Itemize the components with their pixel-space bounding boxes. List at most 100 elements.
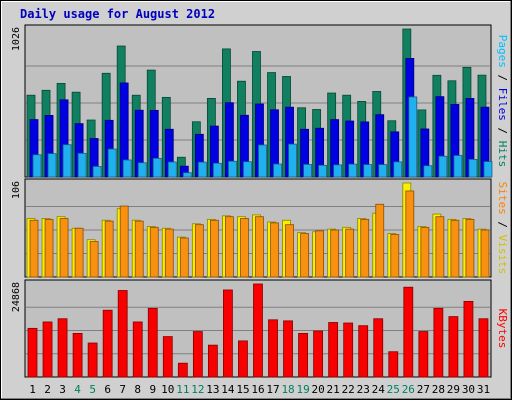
bar-sites-day-9 [149, 226, 159, 278]
bar-kbytes-day-10 [162, 336, 173, 378]
bar-kbytes-day-31 [478, 318, 489, 378]
x-tick-label: 11 [176, 383, 189, 396]
x-tick-label: 24 [372, 383, 386, 396]
series-sites [29, 190, 490, 278]
bar-sites-day-12 [194, 224, 204, 278]
bar-kbytes-day-27 [418, 331, 429, 378]
bar-pages-day-3 [62, 144, 72, 178]
bar-pages-day-25 [393, 161, 403, 178]
bar-sites-day-15 [240, 218, 249, 278]
bar-sites-day-22 [345, 228, 355, 278]
bar-kbytes-day-19 [298, 333, 308, 378]
bar-kbytes-day-3 [57, 318, 68, 378]
bar-kbytes-day-20 [313, 330, 324, 378]
bar-sites-day-5 [89, 241, 99, 278]
bar-sites-day-24 [375, 203, 385, 278]
bar-kbytes-day-8 [132, 321, 143, 378]
bar-kbytes-day-4 [72, 333, 83, 378]
bar-kbytes-day-14 [223, 289, 233, 378]
bar-pages-day-6 [107, 148, 117, 178]
bar-sites-day-21 [330, 229, 340, 278]
bar-pages-day-12 [197, 161, 207, 178]
bar-kbytes-day-15 [238, 340, 248, 378]
chart-panels: 1026 Pages / Files / Hits 106 Sites / Visit… [11, 24, 509, 378]
bar-sites-day-11 [179, 237, 189, 278]
bar-pages-day-1 [32, 154, 42, 178]
x-tick-label: 16 [251, 383, 264, 396]
bar-sites-day-1 [29, 219, 39, 278]
bar-sites-day-31 [480, 229, 490, 278]
bar-sites-day-20 [315, 230, 325, 278]
bar-pages-day-9 [152, 157, 162, 178]
bar-pages-day-27 [423, 165, 433, 178]
x-tick-label: 28 [432, 383, 445, 396]
series-kbytes [27, 283, 489, 378]
x-tick-label: 17 [266, 383, 279, 396]
bar-sites-day-17 [270, 222, 279, 278]
panel-pages-files-hits: 1026 Pages / Files / Hits [11, 24, 509, 178]
bar-kbytes-day-9 [147, 307, 158, 378]
bar-sites-day-29 [450, 219, 460, 278]
x-tick-label: 27 [417, 383, 430, 396]
bar-sites-day-7 [119, 205, 129, 278]
legend-part: / [496, 215, 509, 235]
x-tick-label: 9 [149, 383, 156, 396]
x-tick-label: 30 [462, 383, 475, 396]
x-tick-label: 19 [296, 383, 309, 396]
bar-pages-day-20 [318, 164, 328, 178]
legend-part: Hits [496, 141, 509, 168]
x-tick-label: 26 [402, 383, 415, 396]
bar-pages-day-21 [333, 164, 343, 178]
bar-sites-day-26 [405, 190, 415, 278]
x-tick-label: 29 [447, 383, 460, 396]
y-max-label: 1026 [11, 27, 22, 51]
x-tick-label: 20 [312, 383, 325, 396]
bar-sites-day-28 [435, 216, 445, 278]
bar-kbytes-day-18 [283, 320, 293, 378]
x-tick-label: 31 [477, 383, 490, 396]
bar-pages-day-28 [438, 155, 448, 178]
bar-kbytes-day-16 [253, 283, 263, 378]
bar-pages-day-5 [92, 166, 102, 178]
legend-part: Files [496, 88, 509, 121]
bar-sites-day-27 [420, 226, 430, 278]
legend-part: / [496, 68, 509, 88]
bar-pages-day-8 [137, 162, 147, 178]
bar-kbytes-day-11 [177, 362, 188, 378]
bar-pages-day-4 [77, 152, 87, 178]
x-tick-label: 25 [387, 383, 400, 396]
bar-kbytes-day-24 [373, 318, 384, 378]
bar-kbytes-day-30 [463, 300, 474, 378]
bar-pages-day-16 [258, 144, 267, 178]
bar-kbytes-day-6 [102, 309, 113, 378]
bar-pages-day-2 [47, 153, 57, 178]
bar-sites-day-25 [390, 234, 400, 278]
bar-sites-day-8 [134, 220, 144, 278]
bar-pages-day-24 [378, 164, 388, 178]
bar-kbytes-day-29 [448, 316, 459, 378]
x-tick-label: 6 [104, 383, 111, 396]
bar-pages-day-19 [303, 164, 312, 178]
x-tick-label: 4 [74, 383, 81, 396]
x-tick-label: 7 [119, 383, 126, 396]
x-tick-label: 2 [44, 383, 51, 396]
bar-pages-day-11 [182, 172, 192, 178]
chart-title: Daily usage for August 2012 [20, 7, 215, 21]
x-tick-label: 1 [29, 383, 36, 396]
bar-sites-day-30 [465, 218, 475, 278]
bar-pages-day-18 [288, 143, 297, 178]
bar-pages-day-15 [243, 161, 252, 178]
bar-pages-day-17 [273, 163, 282, 178]
y-max-label: 106 [11, 181, 22, 199]
bar-kbytes-day-5 [87, 342, 98, 378]
y-axis-legend-label: Sites / Visits [496, 182, 509, 275]
y-axis-legend-label: Pages / Files / Hits [496, 35, 509, 168]
bar-sites-day-2 [44, 218, 54, 278]
bar-sites-day-14 [225, 216, 234, 278]
series-pages [32, 96, 493, 178]
bar-kbytes-day-7 [117, 290, 128, 378]
bar-sites-day-6 [104, 220, 114, 278]
bar-pages-day-31 [483, 161, 493, 178]
x-tick-label: 13 [206, 383, 219, 396]
